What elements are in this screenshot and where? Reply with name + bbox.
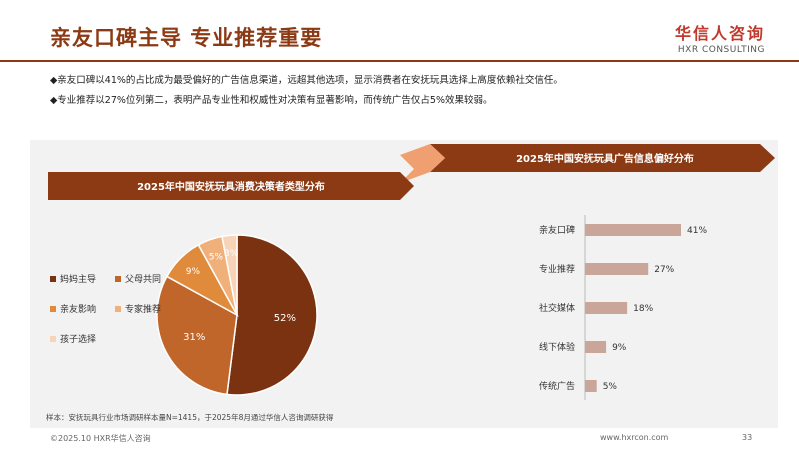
legend-label-4: 专家推荐 xyxy=(125,303,161,315)
bar-data-label-2: 27% xyxy=(654,265,674,275)
legend-swatch-3 xyxy=(50,306,56,312)
pie-chart: 52% 31% 9% 5% 3% xyxy=(156,234,318,396)
title-divider xyxy=(0,60,799,62)
pie-data-label-4: 5% xyxy=(209,252,224,262)
bar-category-label-2: 专业推荐 xyxy=(539,263,575,275)
pie-chart-title: 2025年中国安抚玩具消费决策者类型分布 xyxy=(137,180,325,193)
page-number: 33 xyxy=(742,433,753,442)
bar-2 xyxy=(585,263,649,275)
footer-url: www.hxrcon.com xyxy=(600,433,669,442)
logo-main-text: 华信人咨询 xyxy=(674,24,765,43)
legend-swatch-2 xyxy=(115,276,121,282)
bar-4 xyxy=(585,341,607,353)
bullet-1: ◆亲友口碑以41%的占比成为最受偏好的广告信息渠道，远超其他选项，显示消费者在安… xyxy=(50,75,563,86)
bar-category-label-1: 亲友口碑 xyxy=(539,224,575,236)
pie-data-label-3: 9% xyxy=(186,267,201,277)
bar-data-label-5: 5% xyxy=(603,382,618,392)
legend-swatch-4 xyxy=(115,306,121,312)
pie-data-label-1: 52% xyxy=(274,313,296,324)
banner-connector xyxy=(400,144,445,183)
legend-label-2: 父母共同 xyxy=(125,274,161,285)
bullet-2: ◆专业推荐以27%位列第二，表明产品专业性和权威性对决策有显著影响，而传统广告仅… xyxy=(50,95,493,106)
legend-swatch-1 xyxy=(50,276,56,282)
bar-category-label-5: 传统广告 xyxy=(539,380,575,392)
pie-data-label-2: 31% xyxy=(183,332,205,343)
bar-3 xyxy=(585,302,628,314)
copyright-text: ©2025.10 HXR华信人咨询 xyxy=(50,434,151,443)
pie-data-label-5: 3% xyxy=(224,249,239,259)
legend-label-3: 亲友影响 xyxy=(60,303,96,315)
bar-chart-title-banner xyxy=(430,144,775,172)
bar-category-label-4: 线下体验 xyxy=(539,341,575,353)
legend-swatch-5 xyxy=(50,336,56,342)
bar-data-label-1: 41% xyxy=(687,226,707,236)
pie-slice-5 xyxy=(221,234,238,316)
bar-data-label-4: 9% xyxy=(612,343,627,353)
pie-slice-1 xyxy=(226,234,318,396)
legend-label-1: 妈妈主导 xyxy=(60,273,96,285)
bar-data-label-3: 18% xyxy=(633,304,653,314)
logo-sub-text: HXR CONSULTING xyxy=(677,45,765,55)
company-logo: 华信人咨询 HXR CONSULTING xyxy=(675,20,765,55)
page-title: 亲友口碑主导 专业推荐重要 xyxy=(50,26,323,50)
bar-1 xyxy=(585,224,681,236)
bar-category-label-3: 社交媒体 xyxy=(539,302,575,314)
sample-note: 样本：安抚玩具行业市场调研样本量N=1415，于2025年8月通过华信人咨询调研… xyxy=(46,413,334,422)
bar-5 xyxy=(585,380,597,392)
bar-chart-title: 2025年中国安抚玩具广告信息偏好分布 xyxy=(516,152,694,165)
bar-chart: 亲友口碑 41% 专业推荐 27% 社交媒体 18% 线下体验 9% 传统广告 5% xyxy=(539,215,707,400)
pie-chart-title-banner xyxy=(48,172,414,200)
pie-slice-2 xyxy=(156,275,238,396)
legend-label-5: 孩子选择 xyxy=(60,333,96,345)
